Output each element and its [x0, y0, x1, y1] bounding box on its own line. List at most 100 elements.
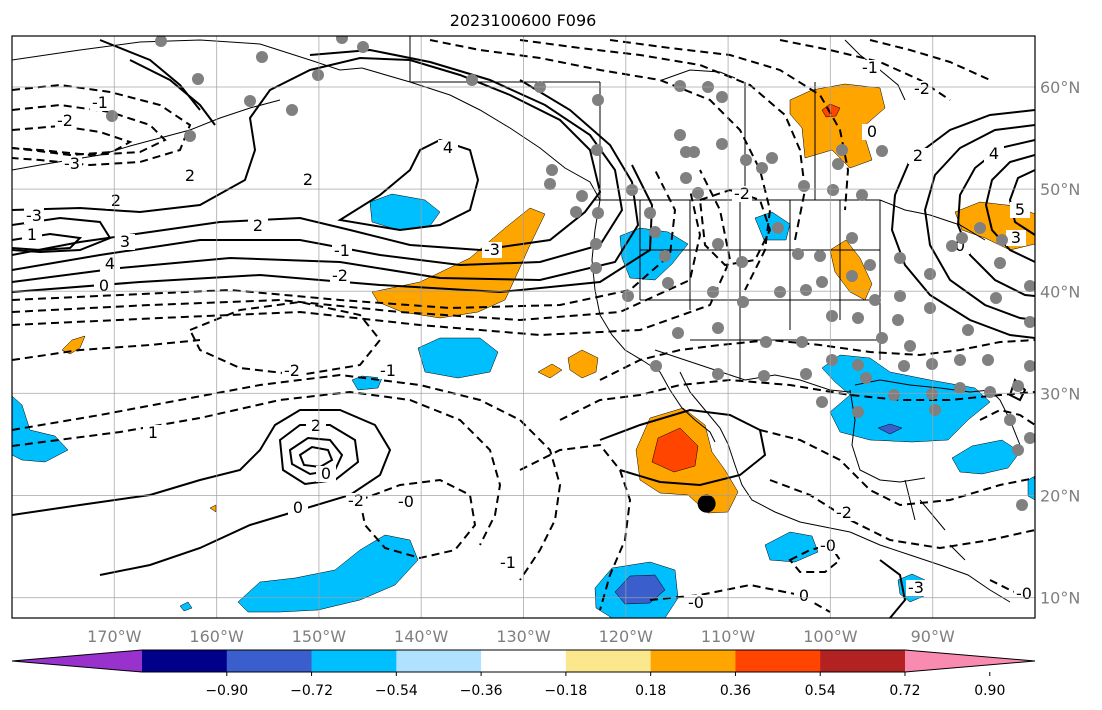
- contour-value-label: 0: [799, 586, 809, 605]
- colorbar-segment: [565, 650, 652, 672]
- station-marker: [772, 222, 784, 234]
- colorbar-outline: [11, 649, 1036, 673]
- colorbar-segment: [311, 650, 397, 672]
- contour-dashed: [12, 390, 502, 546]
- contour-value-label: 2: [303, 170, 313, 189]
- contour-solid: [12, 409, 392, 576]
- colorbar-tick-label: −0.72: [290, 683, 333, 699]
- negative-region: [12, 395, 69, 463]
- station-marker: [758, 370, 770, 382]
- station-marker: [1012, 380, 1024, 392]
- contour-value-label: 2: [111, 191, 121, 210]
- station-marker: [904, 340, 916, 352]
- alaska-coastline: [12, 39, 363, 71]
- longitude-label: 110°W: [701, 627, 756, 646]
- contour-value-label: -2: [836, 503, 852, 522]
- central-america-coast: [849, 531, 1011, 603]
- contour-value-label: -2: [57, 111, 73, 130]
- contour-label-background: [115, 234, 135, 250]
- longitude-label: 120°W: [599, 627, 654, 646]
- station-marker: [954, 382, 966, 394]
- station-marker: [155, 36, 167, 47]
- colorbar-tick-label: −0.90: [205, 683, 248, 699]
- contour-value-label: 0: [293, 498, 303, 517]
- gridlines: [12, 36, 1035, 618]
- latitude-label: 30°N: [1040, 384, 1080, 403]
- colorbar-segment: [650, 650, 736, 672]
- station-marker: [546, 164, 558, 176]
- contour-label-background: [396, 494, 416, 510]
- station-marker: [860, 372, 872, 384]
- contour-value-label: -1: [500, 553, 516, 572]
- latitude-labels: 10°N 20°N 30°N 40°N 50°N 60°N: [1040, 78, 1080, 608]
- station-marker: [888, 389, 900, 401]
- station-marker: [712, 238, 724, 250]
- contour-value-label: 0: [955, 236, 965, 255]
- contour-dashed: [429, 39, 772, 291]
- contour-value-label: 2: [311, 416, 321, 435]
- contour-solid: [1008, 169, 1035, 236]
- contour-dashed: [188, 300, 382, 377]
- contour-label-background: [90, 95, 110, 111]
- station-marker: [591, 144, 603, 156]
- station-marker: [716, 138, 728, 150]
- negative-region: [351, 375, 383, 391]
- station-marker: [626, 184, 638, 196]
- longitude-label: 140°W: [394, 627, 449, 646]
- contour-label-background: [180, 168, 200, 184]
- us-gulf-coast: [854, 379, 991, 393]
- station-marker: [836, 144, 848, 156]
- station-marker: [662, 277, 674, 289]
- contour-value-label: 0: [321, 464, 331, 483]
- contour-value-label: 3: [1011, 228, 1021, 247]
- contour-dashed: [519, 443, 632, 611]
- contour-value-label: -0: [398, 492, 414, 511]
- station-marker: [994, 257, 1006, 269]
- station-marker: [926, 358, 938, 370]
- contour-label-background: [686, 595, 706, 611]
- contour-label-background: [794, 588, 814, 604]
- shaded-anomaly-regions: [12, 83, 1035, 618]
- positive-region: [651, 427, 699, 473]
- colorbar-segment: [226, 650, 313, 672]
- station-marker: [1004, 414, 1016, 426]
- longitude-label: 170°W: [87, 627, 142, 646]
- contour-dashed: [979, 408, 1035, 599]
- station-marker: [760, 336, 772, 348]
- station-marker: [570, 206, 582, 218]
- contour-value-label: 2: [913, 146, 923, 165]
- contour-label-background: [346, 493, 366, 509]
- contour-label-background: [55, 113, 75, 129]
- station-marker: [982, 354, 994, 366]
- contour-label-background: [282, 363, 302, 379]
- contour-label-background: [860, 60, 880, 76]
- station-marker: [774, 286, 786, 298]
- contour-value-label: -3: [26, 206, 42, 225]
- station-marker: [924, 268, 936, 280]
- station-marker: [984, 386, 996, 398]
- negative-region: [1027, 475, 1035, 501]
- contour-label-background: [378, 363, 398, 379]
- baja-california: [659, 371, 716, 443]
- negative-region: [951, 439, 1021, 475]
- contour-label-background: [834, 505, 854, 521]
- station-marker: [894, 290, 906, 302]
- colorbar-tick-label: −0.54: [375, 683, 418, 699]
- contour-dashed: [788, 543, 842, 573]
- colorbar-tick-label: 0.54: [805, 683, 836, 699]
- contour-value-label: -1: [380, 361, 396, 380]
- station-marker: [244, 95, 256, 107]
- colorbar-extension-min: [12, 650, 142, 672]
- station-marker: [1024, 432, 1035, 444]
- contour-dashed: [12, 169, 732, 337]
- station-marker: [846, 232, 858, 244]
- map-frame: [11, 35, 1036, 619]
- contour-label-background: [62, 156, 82, 172]
- negative-region: [614, 574, 666, 605]
- station-marker: [924, 302, 936, 314]
- contour-solid: [12, 232, 83, 252]
- station-marker: [1016, 499, 1028, 511]
- colorbar: [11, 649, 1036, 673]
- station-marker: [622, 290, 634, 302]
